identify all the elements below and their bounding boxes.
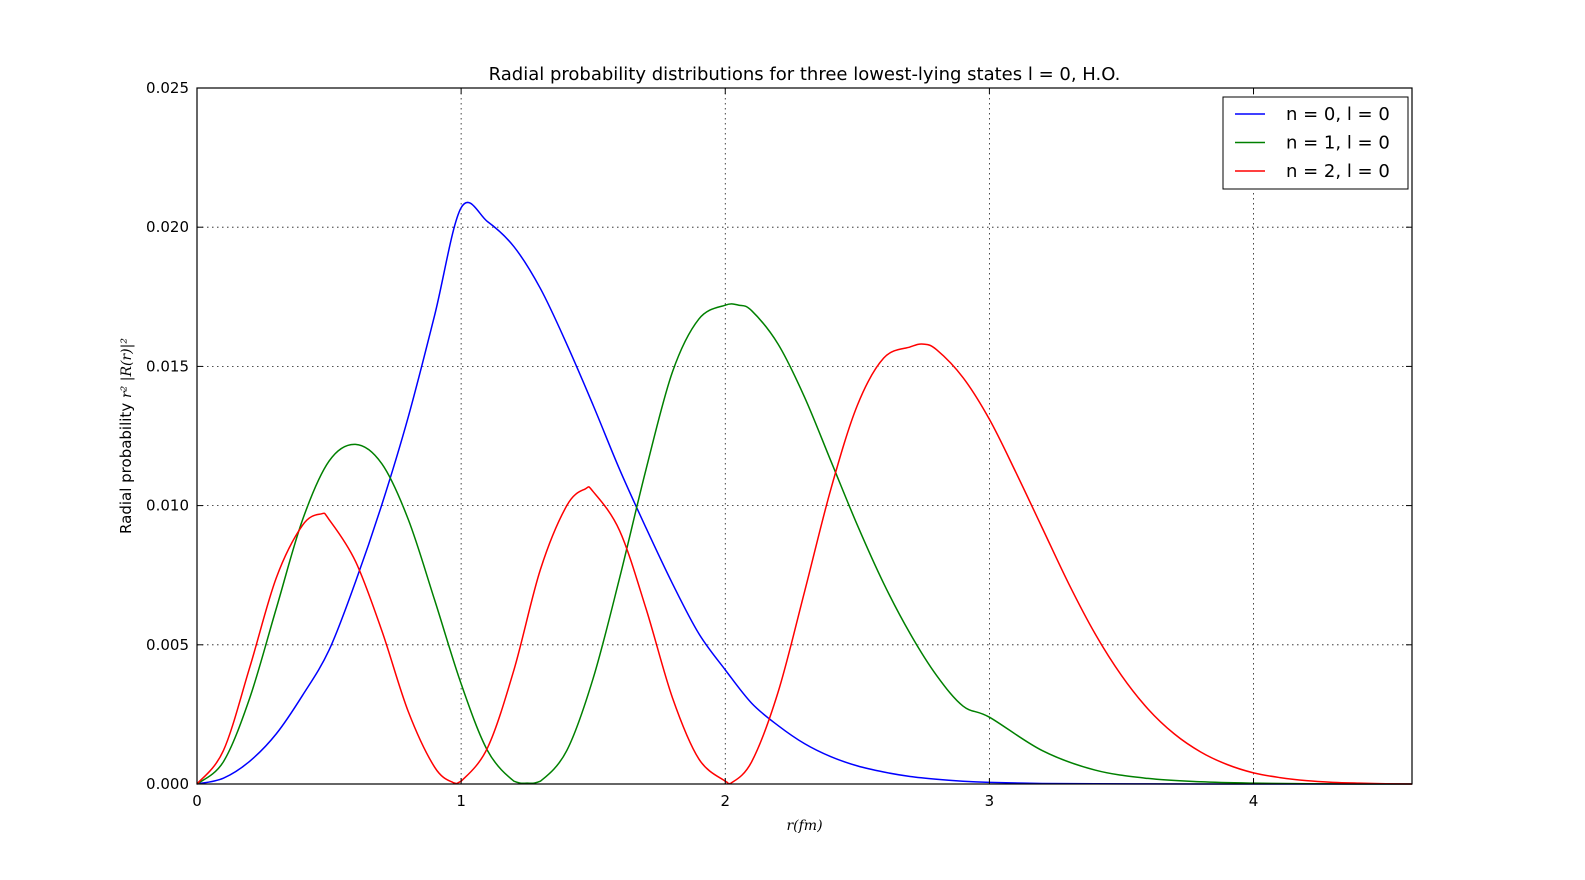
y-axis-label-prefix: Radial probability (117, 398, 135, 534)
y-axis-label-math: r² |R(r)|² (119, 338, 135, 398)
x-tick-label: 0 (192, 792, 202, 810)
y-axis-label: Radial probability r² |R(r)|² (117, 338, 135, 534)
series-line-1 (196, 201, 1412, 785)
y-tick-label: 0.015 (146, 357, 189, 375)
series-line-3 (196, 343, 1413, 785)
x-axis-label: r(fm) (786, 818, 822, 834)
chart-title: Radial probability distributions for thr… (489, 64, 1121, 85)
y-tick-label: 0.020 (146, 218, 189, 236)
grid-layer (197, 88, 1412, 784)
y-tick-label: 0.010 (146, 497, 189, 515)
x-tick-label: 2 (720, 792, 730, 810)
x-tick-label: 1 (456, 792, 466, 810)
plot-frame (196, 87, 1413, 785)
tick-layer: 0 1 2 3 4 0.000 0.005 0.010 0.015 0.020 0.025 (146, 79, 1412, 810)
x-tick-label: 4 (1249, 792, 1259, 810)
y-tick-label: 0.000 (146, 775, 189, 793)
y-tick-label: 0.025 (146, 79, 189, 97)
legend: n = 0, l = 0 n = 1, l = 0 n = 2, l = 0 (1222, 96, 1409, 190)
legend-label-3: n = 2, l = 0 (1286, 161, 1390, 182)
y-tick-label: 0.005 (146, 636, 189, 654)
series-line-2 (196, 303, 1412, 785)
x-tick-label: 3 (985, 792, 995, 810)
legend-label-2: n = 1, l = 0 (1286, 133, 1390, 154)
legend-label-1: n = 0, l = 0 (1286, 104, 1390, 125)
series-layer (196, 201, 1413, 785)
label-layer: Radial probability distributions for thr… (117, 64, 1120, 834)
